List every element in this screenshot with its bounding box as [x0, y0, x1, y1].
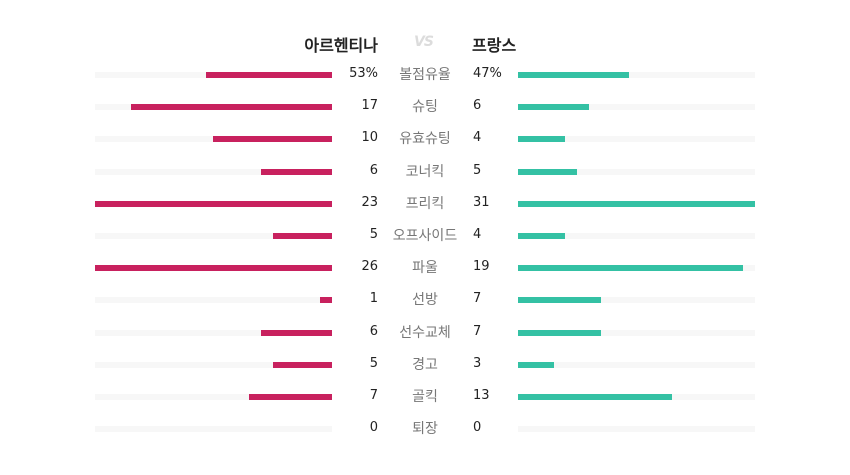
- home-stat-bar: [320, 297, 332, 304]
- home-stat-track: [95, 265, 332, 272]
- stat-row: 26 파울 19: [0, 251, 850, 283]
- stat-row: 5 경고 3: [0, 348, 850, 380]
- home-stat-value: 23: [361, 194, 378, 210]
- away-stat-value: 31: [473, 194, 490, 210]
- away-stat-track: [518, 104, 755, 111]
- home-stat-track: [95, 232, 332, 239]
- stat-row: 10 유효슈팅 4: [0, 122, 850, 154]
- home-stat-value: 5: [369, 355, 378, 371]
- away-stat-track: [518, 393, 755, 400]
- away-stat-track: [518, 265, 755, 272]
- stat-row: 6 선수교체 7: [0, 316, 850, 348]
- stat-label: 오프사이드: [392, 227, 458, 244]
- away-stat-bar: [518, 393, 672, 400]
- home-stat-track: [95, 200, 332, 207]
- home-stat-bar: [261, 329, 332, 336]
- home-stat-value: 53%: [349, 66, 378, 81]
- away-stat-value: 0: [473, 420, 482, 436]
- home-stat-bar: [249, 393, 332, 400]
- away-stat-track: [518, 329, 755, 336]
- away-stat-track: [518, 426, 755, 433]
- stat-row: 0 퇴장 0: [0, 412, 850, 444]
- home-stat-value: 7: [369, 387, 378, 403]
- home-stat-track: [95, 168, 332, 175]
- away-stat-value: 7: [473, 323, 482, 339]
- home-stat-bar: [131, 104, 332, 111]
- stat-label: 선수교체: [399, 324, 451, 341]
- stat-row: 1 선방 7: [0, 283, 850, 315]
- home-stat-value: 10: [361, 130, 378, 146]
- away-stat-track: [518, 168, 755, 175]
- home-stat-value: 5: [369, 226, 378, 242]
- home-stat-value: 1: [369, 291, 378, 307]
- home-stat-value: 17: [361, 98, 378, 114]
- away-team-name: 프랑스: [472, 36, 517, 55]
- stat-label: 골킥: [412, 388, 438, 405]
- stat-row: 23 프리킥 31: [0, 187, 850, 219]
- stat-label: 코너킥: [405, 163, 445, 180]
- away-stat-track: [518, 361, 755, 368]
- home-stat-track: [95, 104, 332, 111]
- away-stat-value: 7: [473, 291, 482, 307]
- away-stat-track: [518, 232, 755, 239]
- away-stat-value: 6: [473, 98, 482, 114]
- stat-row: 17 슈팅 6: [0, 90, 850, 122]
- home-stat-track: [95, 393, 332, 400]
- stat-label: 파울: [412, 260, 438, 277]
- away-stat-bar: [518, 329, 601, 336]
- stat-label: 선방: [412, 292, 438, 309]
- away-stat-track: [518, 200, 755, 207]
- home-stat-value: 0: [369, 420, 378, 436]
- away-stat-bar: [518, 297, 601, 304]
- away-stat-track: [518, 297, 755, 304]
- home-stat-track: [95, 361, 332, 368]
- home-stat-track: [95, 426, 332, 433]
- home-stat-track: [95, 72, 332, 78]
- away-stat-bar: [518, 72, 629, 78]
- home-stat-bar: [273, 232, 332, 239]
- stat-row: 5 오프사이드 4: [0, 219, 850, 251]
- stat-row: 7 골킥 13: [0, 380, 850, 412]
- match-header: 아르헨티나 VS 프랑스: [0, 30, 850, 58]
- away-stat-value: 3: [473, 355, 482, 371]
- home-stat-value: 6: [369, 162, 378, 178]
- away-stat-track: [518, 72, 755, 78]
- home-stat-bar: [261, 168, 332, 175]
- away-stat-value: 13: [473, 387, 490, 403]
- away-stat-bar: [518, 265, 743, 272]
- home-stat-bar: [213, 136, 332, 143]
- home-stat-track: [95, 136, 332, 143]
- vs-label: VS: [414, 34, 434, 50]
- away-stat-value: 5: [473, 162, 482, 178]
- away-stat-value: 47%: [473, 66, 502, 81]
- home-stat-track: [95, 297, 332, 304]
- home-team-name: 아르헨티나: [304, 36, 378, 55]
- home-stat-bar: [95, 265, 332, 272]
- away-stat-bar: [518, 361, 554, 368]
- away-stat-track: [518, 136, 755, 143]
- stat-label: 퇴장: [412, 421, 438, 438]
- away-stat-value: 4: [473, 130, 482, 146]
- home-stat-bar: [206, 72, 332, 78]
- stat-row: 53% 볼점유율 47%: [0, 58, 850, 90]
- home-stat-bar: [95, 200, 332, 207]
- stat-label: 유효슈팅: [399, 131, 451, 148]
- stat-label: 경고: [412, 356, 438, 373]
- stat-label: 볼점유율: [399, 67, 451, 83]
- stat-label: 프리킥: [405, 195, 445, 212]
- away-stat-bar: [518, 232, 565, 239]
- stat-label: 슈팅: [412, 99, 438, 116]
- away-stat-bar: [518, 104, 589, 111]
- home-stat-bar: [273, 361, 332, 368]
- away-stat-bar: [518, 168, 577, 175]
- away-stat-bar: [518, 200, 755, 207]
- stat-row: 6 코너킥 5: [0, 155, 850, 187]
- away-stat-value: 19: [473, 259, 490, 275]
- away-stat-value: 4: [473, 226, 482, 242]
- stats-list: 53% 볼점유율 47% 17 슈팅 6 10 유효슈팅 4 6 코너킥 5 23 프리킥 31 5 오프사이드…: [0, 58, 850, 444]
- home-stat-value: 26: [361, 259, 378, 275]
- home-stat-value: 6: [369, 323, 378, 339]
- home-stat-track: [95, 329, 332, 336]
- away-stat-bar: [518, 136, 565, 143]
